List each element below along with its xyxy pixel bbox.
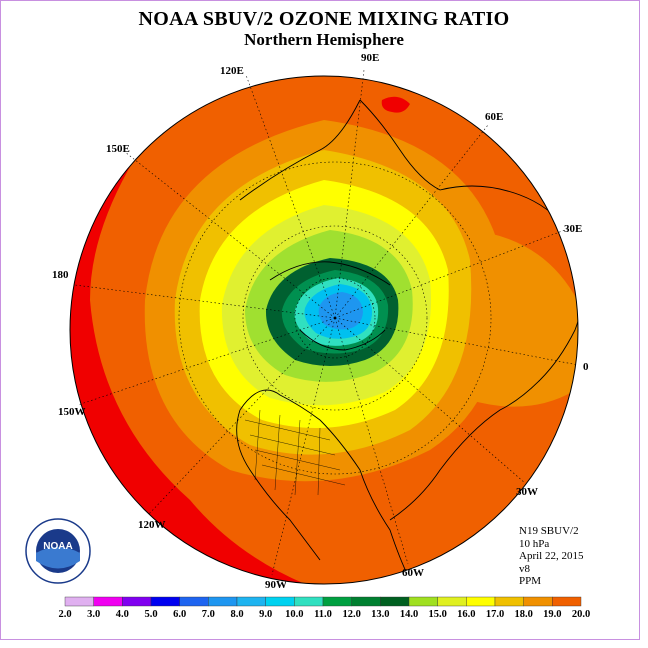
- noaa-logo-text: NOAA: [43, 541, 72, 552]
- lon-label-90e: 90E: [361, 52, 379, 64]
- graticule: [74, 69, 579, 576]
- colorbar-tick-label: 14.0: [400, 609, 418, 620]
- us-state-grid: [244, 409, 346, 496]
- colorbar-tick-label: 8.0: [230, 609, 243, 620]
- lon-label-120w: 120W: [138, 519, 166, 531]
- colorbar-swatch: [122, 596, 152, 607]
- colorbar-tick-label: 6.0: [173, 609, 186, 620]
- lon-label-60e: 60E: [485, 111, 503, 123]
- lon-label-0: 0: [583, 361, 589, 373]
- colorbar-swatch: [552, 596, 582, 607]
- colorbar-swatch: [437, 596, 467, 607]
- info-units: PPM: [519, 575, 542, 587]
- colorbar-swatch: [208, 596, 238, 607]
- colorbar-tick-label: 12.0: [342, 609, 360, 620]
- lon-label-120e: 120E: [220, 65, 244, 77]
- colorbar-tick-label: 10.0: [285, 609, 303, 620]
- hemisphere-boundary: [69, 75, 579, 585]
- colorbar-tick-label: 11.0: [314, 609, 332, 620]
- colorbar-tick-label: 20.0: [572, 609, 590, 620]
- lon-label-60w: 60W: [402, 567, 424, 579]
- colorbar-swatch: [380, 596, 410, 607]
- colorbar-tick-label: 16.0: [457, 609, 475, 620]
- info-version: v8: [519, 562, 530, 575]
- colorbar-tick-label: 2.0: [58, 609, 71, 620]
- colorbar-tick-label: 17.0: [486, 609, 504, 620]
- colorbar-swatch: [265, 596, 295, 607]
- colorbar-swatch: [322, 596, 352, 607]
- page-title: NOAA SBUV/2 OZONE MIXING RATIO: [138, 8, 510, 30]
- lon-label-180: 180: [52, 269, 69, 281]
- lon-label-150w: 150W: [58, 406, 86, 418]
- lon-label-30w: 30W: [516, 486, 538, 498]
- colorbar-tick-label: 13.0: [371, 609, 389, 620]
- colorbar-swatch: [150, 596, 180, 607]
- colorbar-swatch: [466, 596, 496, 607]
- field-19-pacific: [70, 140, 320, 584]
- colorbar-tick-label: 4.0: [116, 609, 129, 620]
- info-level: 10 hPa: [519, 537, 550, 550]
- colorbar-swatch: [64, 596, 94, 607]
- lon-label-150e: 150E: [106, 143, 130, 155]
- colorbar-swatch: [93, 596, 123, 607]
- colorbar-tick-label: 18.0: [514, 609, 532, 620]
- image-frame: [0, 0, 640, 640]
- colorbar: 2.0 3.0 4.0 5.0 6.0 7.0 8.0 9.0 10.0 11.0 12.0 13.0…: [58, 596, 590, 620]
- page-subtitle: Northern Hemisphere: [244, 30, 404, 49]
- field-19-spot: [381, 96, 410, 113]
- colorbar-tick-label: 7.0: [202, 609, 215, 620]
- coastlines: [236, 99, 578, 581]
- info-block: N19 SBUV/2 10 hPa April 22, 2015 v8 PPM: [519, 525, 583, 588]
- noaa-logo: NOAA: [25, 518, 91, 584]
- colorbar-tick-label: 5.0: [144, 609, 157, 620]
- colorbar-swatch: [179, 596, 209, 607]
- colorbar-swatch: [351, 596, 381, 607]
- colorbar-tick-label: 9.0: [259, 609, 272, 620]
- colorbar-swatch: [523, 596, 553, 607]
- colorbar-swatch: [236, 596, 266, 607]
- colorbar-tick-label: 19.0: [543, 609, 561, 620]
- colorbar-tick-label: 15.0: [428, 609, 446, 620]
- colorbar-swatch: [494, 596, 524, 607]
- info-date: April 22, 2015: [519, 550, 584, 562]
- lon-label-90w: 90W: [265, 579, 287, 591]
- colorbar-swatch: [408, 596, 438, 607]
- lon-label-30e: 30E: [564, 223, 582, 235]
- colorbar-tick-label: 3.0: [87, 609, 100, 620]
- colorbar-swatch: [294, 596, 324, 607]
- info-satellite: N19 SBUV/2: [519, 525, 579, 537]
